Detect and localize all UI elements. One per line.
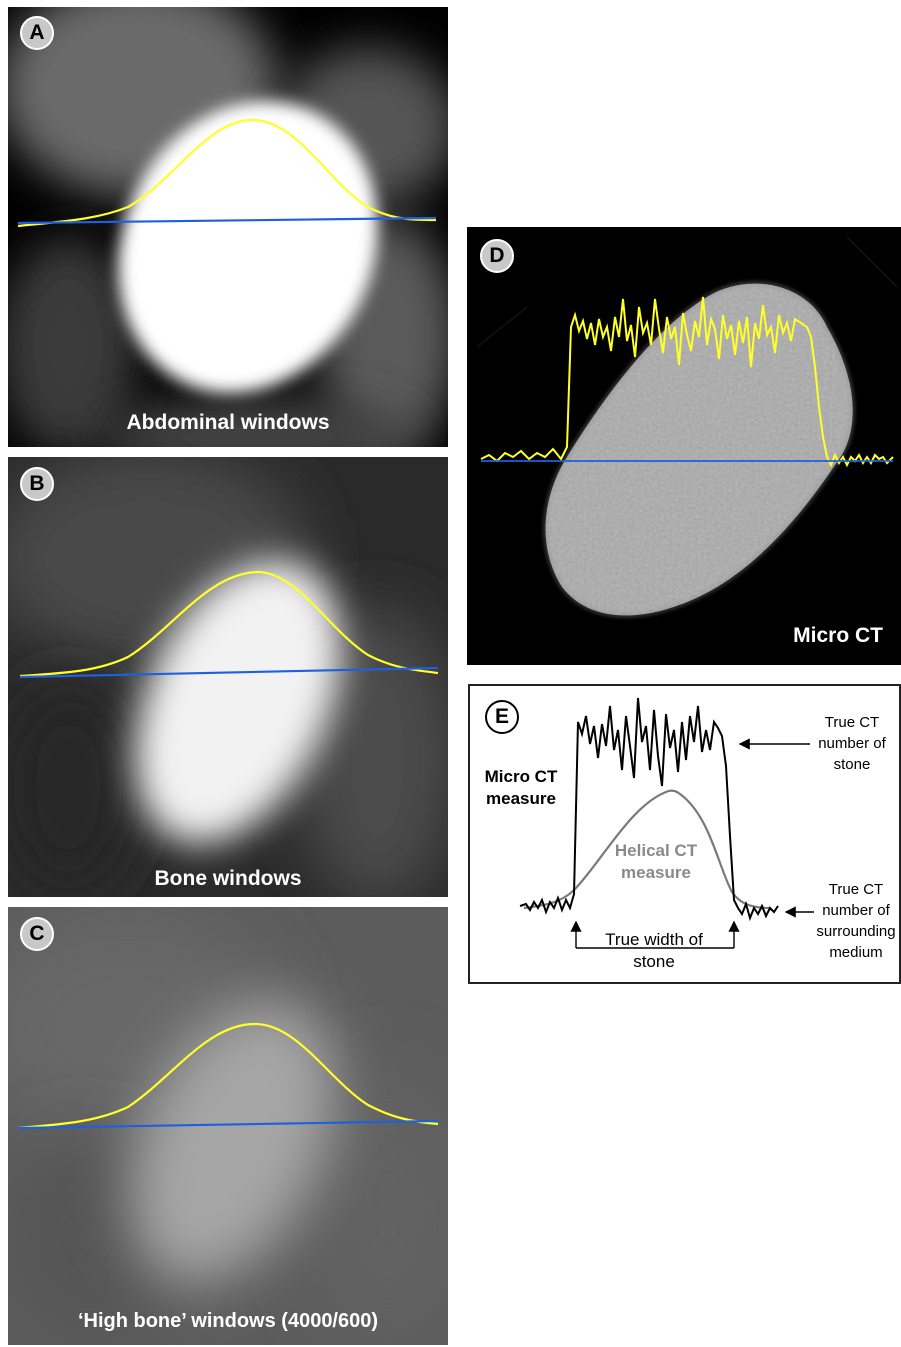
intensity-profile-line [480,296,894,468]
panel-b: B Bone windows [8,457,448,897]
label-true-ct-stone: True CT number of stone [818,714,886,773]
micro-ct-profile [519,697,779,922]
abdominal-window-image [8,7,448,447]
panel-label-d: D [480,239,514,273]
panel-c: C ‘High bone’ windows (4000/600) [8,907,448,1345]
panel-d: D Micro CT [467,227,901,665]
baseline-line [17,1119,439,1130]
panel-label-b: B [20,467,54,501]
baseline-line [17,216,437,225]
intensity-profile-line [17,1022,439,1130]
micro-ct-image [467,227,901,665]
panel-label-a: A [20,16,54,50]
label-micro-ct-measure: Micro CT measure [484,767,558,808]
intensity-profile-line [19,570,439,678]
caption-high-bone-windows: ‘High bone’ windows (4000/600) [77,1310,379,1332]
label-helical-ct-measure: Helical CT measure [614,841,698,882]
bone-window-image [8,457,448,897]
panel-label-c: C [20,917,54,951]
baseline-line [19,666,439,679]
label-true-ct-medium: True CT number of surrounding medium [816,881,896,961]
panel-a: A Abdominal windows [8,7,448,447]
panel-e-diagram: E Micro CT measure Helical CT measure Tr… [468,684,901,984]
panel-label-e: E [485,700,519,734]
caption-bone-windows: Bone windows [154,867,302,890]
high-bone-window-image [8,907,448,1345]
intensity-profile-line [17,118,437,228]
label-true-width: True width of stone [605,930,703,971]
profile-comparison-diagram [519,697,814,949]
caption-micro-ct: Micro CT [793,624,883,647]
caption-abdominal-windows: Abdominal windows [126,411,330,434]
